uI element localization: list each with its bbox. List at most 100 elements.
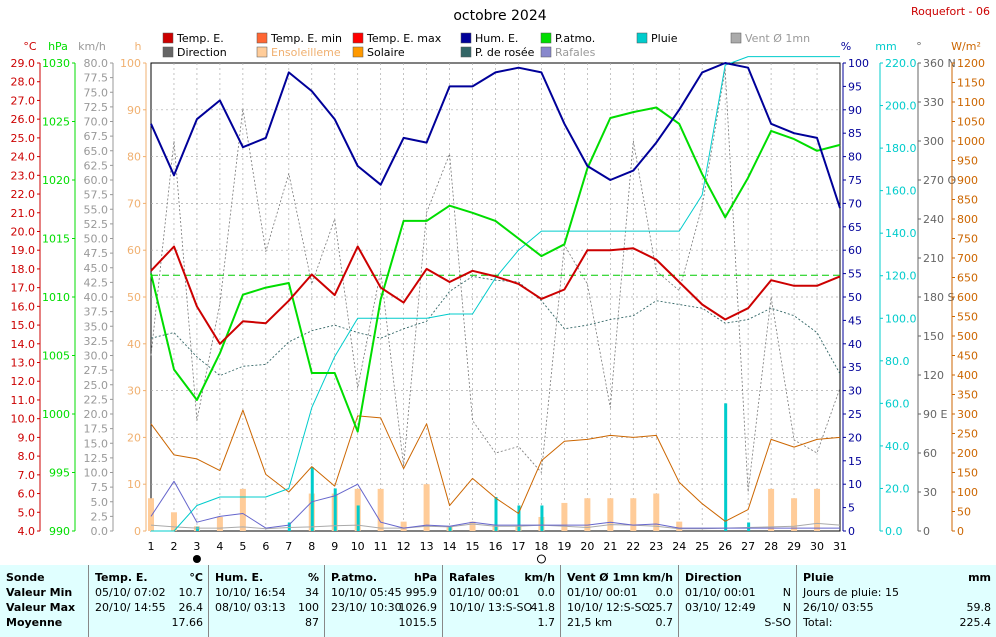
unit-solar: W/m² bbox=[951, 40, 981, 53]
patmo-axis-tick-label: 1005 bbox=[42, 350, 70, 363]
stats-cell-label: 01/10/ 00:01 bbox=[567, 586, 638, 599]
wind-axis-tick-label: 75.0 bbox=[84, 86, 109, 99]
sun-axis-tick-label: 70 bbox=[127, 197, 141, 210]
stats-cell-value: 0.7 bbox=[655, 616, 674, 629]
temp-axis-tick-label: 27.0 bbox=[11, 94, 36, 107]
x-tick-label: 31 bbox=[833, 540, 847, 553]
solar-axis-tick-label: 50 bbox=[957, 506, 971, 519]
unit-temp: °C bbox=[23, 40, 37, 53]
hum-axis-tick-label: 50 bbox=[848, 291, 862, 304]
patmo-axis-tick-label: 995 bbox=[49, 467, 70, 480]
stats-header-title: Sonde bbox=[6, 571, 45, 584]
solar-axis-tick-label: 350 bbox=[957, 389, 978, 402]
solar-axis-tick-label: 1050 bbox=[957, 116, 985, 129]
stats-header-title: Vent Ø 1mn bbox=[567, 571, 640, 584]
legend-label: P. de rosée bbox=[475, 46, 535, 59]
stats-cell-value: 26.4 bbox=[178, 601, 204, 614]
hum-axis-tick-label: 15 bbox=[848, 455, 862, 468]
x-tick-label: 21 bbox=[603, 540, 617, 553]
x-tick-label: 16 bbox=[489, 540, 503, 553]
stats-header-title: P.atmo. bbox=[331, 571, 378, 584]
stats-cell-label: 10/10/ 16:54 bbox=[215, 586, 286, 599]
temp-axis-tick-label: 10.0 bbox=[11, 413, 36, 426]
patmo-axis-tick-label: 1020 bbox=[42, 174, 70, 187]
wind-axis-tick-label: 67.5 bbox=[84, 130, 109, 143]
stats-header-unit: °C bbox=[189, 571, 203, 584]
legend-label: Vent Ø 1mn bbox=[745, 32, 810, 45]
solar-axis-tick-label: 0 bbox=[957, 525, 964, 538]
solar-axis-tick-label: 150 bbox=[957, 467, 978, 480]
stats-cell-value: 100 bbox=[298, 601, 319, 614]
stats-column: Sonde Valeur Min Valeur Max Moyenne bbox=[0, 565, 88, 637]
rain-axis-tick-label: 20.0 bbox=[885, 482, 910, 495]
dir-axis-tick-label: 180 S bbox=[923, 291, 954, 304]
temp-axis-tick-label: 12.0 bbox=[11, 375, 36, 388]
stats-cell-label: Jours de pluie: 15 bbox=[803, 586, 899, 599]
stats-header-title: Temp. E. bbox=[95, 571, 148, 584]
stats-column: Temp. E. °C 05/10/ 07:02 10.7 20/10/ 14:55 26… bbox=[88, 565, 209, 637]
stats-cell-value: 59.8 bbox=[966, 601, 992, 614]
unit-hum: % bbox=[841, 40, 851, 53]
legend-label: P.atmo. bbox=[555, 32, 595, 45]
x-tick-label: 14 bbox=[443, 540, 457, 553]
wind-axis-tick-label: 10.0 bbox=[84, 467, 109, 480]
hum-axis-tick-label: 90 bbox=[848, 104, 862, 117]
stats-cell-value: 41.8 bbox=[530, 601, 556, 614]
temp-axis-tick-label: 16.0 bbox=[11, 300, 36, 313]
x-tick-label: 2 bbox=[170, 540, 177, 553]
legend-swatch bbox=[730, 32, 742, 44]
temp-line bbox=[150, 245, 841, 345]
solar-axis-tick-label: 200 bbox=[957, 447, 978, 460]
solar-axis-tick-label: 950 bbox=[957, 155, 978, 168]
stats-cell-label: 21,5 km bbox=[567, 616, 613, 629]
stats-header-unit: hPa bbox=[413, 571, 437, 584]
hum-axis-tick-label: 85 bbox=[848, 127, 862, 140]
legend-swatch bbox=[540, 32, 552, 44]
x-tick-label: 17 bbox=[511, 540, 525, 553]
dir-axis-tick-label: 60 bbox=[923, 447, 937, 460]
sunshine-bar bbox=[561, 502, 568, 531]
solar-axis-tick-label: 500 bbox=[957, 330, 978, 343]
rain-axis-tick-label: 200.0 bbox=[885, 100, 917, 113]
wind-axis-tick-label: 52.5 bbox=[84, 218, 109, 231]
hum-axis-tick-label: 35 bbox=[848, 361, 862, 374]
rain-axis-tick-label: 180.0 bbox=[885, 142, 917, 155]
solar-axis-tick-label: 300 bbox=[957, 408, 978, 421]
dir-axis-tick-label: 0 bbox=[923, 525, 930, 538]
stats-cell-value: 0.0 bbox=[655, 586, 674, 599]
patmo-axis-tick-label: 1015 bbox=[42, 233, 70, 246]
sunshine-bar bbox=[469, 521, 476, 531]
rain-bar bbox=[195, 526, 199, 531]
x-tick-label: 23 bbox=[649, 540, 663, 553]
temp-axis-tick-label: 26.0 bbox=[11, 113, 36, 126]
stats-cell-value: N bbox=[782, 586, 791, 599]
x-tick-label: 9 bbox=[331, 540, 338, 553]
axes: 4.0 5.0 6.0 7.0 8.0 9.0 10.0 11.0 12.0 13.0 14.0 15… bbox=[11, 57, 986, 538]
dir-axis-tick-label: 150 bbox=[923, 330, 944, 343]
temp-axis-tick-label: 7.0 bbox=[18, 469, 36, 482]
stats-cell-value: 0.0 bbox=[537, 586, 556, 599]
sun-axis-tick-label: 10 bbox=[127, 478, 141, 491]
stats-cell-value: S-SO bbox=[764, 616, 791, 629]
rain-bar bbox=[747, 522, 751, 531]
legend-label: Direction bbox=[177, 46, 227, 59]
hum-axis-tick-label: 65 bbox=[848, 221, 862, 234]
series-lines bbox=[150, 56, 841, 532]
legend-label: Ensoleilleme bbox=[271, 46, 341, 59]
stats-cell-label: 05/10/ 07:02 bbox=[95, 586, 166, 599]
stats-cell-label: Moyenne bbox=[6, 616, 63, 629]
legend-swatch bbox=[352, 46, 364, 58]
patmo-axis-tick-label: 1000 bbox=[42, 408, 70, 421]
rain-cumul-line bbox=[151, 56, 840, 532]
unit-rain: mm bbox=[875, 40, 896, 53]
stats-table: Sonde Valeur Min Valeur Max Moyenne Temp. E.… bbox=[0, 565, 996, 637]
wind-axis-tick-label: 37.5 bbox=[84, 306, 109, 319]
sunshine-bar bbox=[814, 488, 821, 531]
stats-header-unit: km/h bbox=[524, 571, 555, 584]
temp-axis-tick-label: 6.0 bbox=[18, 488, 36, 501]
hum-axis-tick-label: 80 bbox=[848, 151, 862, 164]
x-tick-label: 10 bbox=[351, 540, 365, 553]
sunshine-bar bbox=[791, 498, 798, 531]
sunshine-bar bbox=[170, 512, 177, 531]
solar-axis-tick-label: 400 bbox=[957, 369, 978, 382]
